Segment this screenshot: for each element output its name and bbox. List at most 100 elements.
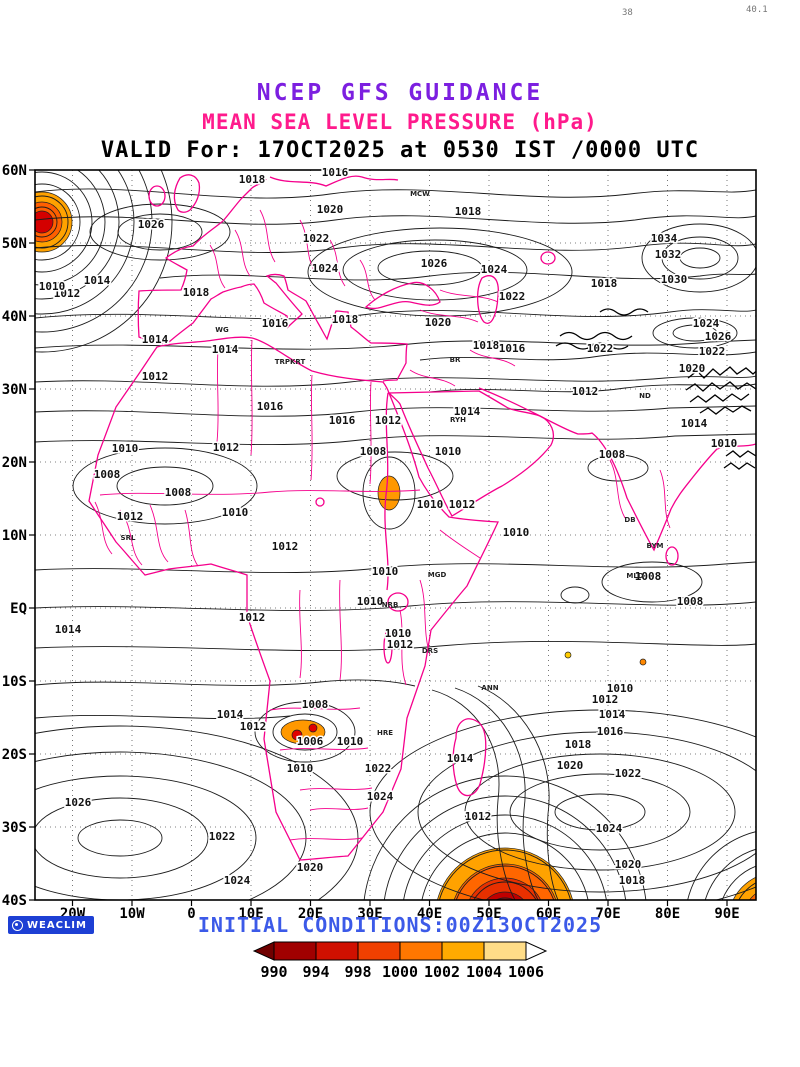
country-borders: [94, 209, 671, 841]
svg-text:1024: 1024: [312, 262, 339, 275]
svg-text:1012: 1012: [239, 611, 266, 624]
svg-text:1012: 1012: [240, 720, 267, 733]
svg-text:1012: 1012: [592, 693, 619, 706]
svg-text:20S: 20S: [2, 747, 27, 763]
product-title: NCEP GFS GUIDANCE: [256, 80, 544, 106]
svg-text:1014: 1014: [681, 417, 708, 430]
svg-text:1014: 1014: [212, 343, 239, 356]
svg-text:NRB: NRB: [382, 601, 399, 609]
svg-text:1012: 1012: [387, 638, 414, 651]
weaclim-logo: WEACLIM: [8, 916, 94, 934]
svg-text:1008: 1008: [599, 448, 626, 461]
svg-text:1016: 1016: [329, 414, 356, 427]
svg-text:10S: 10S: [2, 674, 27, 690]
colorbar-label: 994: [302, 963, 330, 981]
colorbar-labels: 990 994 998 1000 1002 1004 1006: [252, 963, 548, 981]
svg-text:1016: 1016: [262, 317, 289, 330]
svg-text:40E: 40E: [417, 906, 442, 922]
colorbar-label: 1002: [423, 963, 461, 981]
svg-text:30E: 30E: [357, 906, 382, 922]
svg-text:ND: ND: [639, 392, 651, 400]
svg-text:10E: 10E: [238, 906, 263, 922]
svg-text:1022: 1022: [365, 762, 392, 775]
field-title: MEAN SEA LEVEL PRESSURE (hPa): [202, 110, 598, 134]
svg-text:1012: 1012: [142, 370, 169, 383]
svg-text:1014: 1014: [217, 708, 244, 721]
svg-text:BR: BR: [450, 356, 461, 364]
svg-text:1010: 1010: [435, 445, 462, 458]
svg-text:1014: 1014: [454, 405, 481, 418]
plot-artifact-1: 38: [622, 8, 633, 18]
svg-text:1018: 1018: [183, 286, 210, 299]
svg-text:10W: 10W: [119, 906, 145, 922]
svg-text:70E: 70E: [595, 906, 620, 922]
svg-text:60E: 60E: [536, 906, 561, 922]
grid-lines: 20W 10W 0 10E 20E 30E 40E 50E 60E 70E 80E 90E60N50N…: [2, 163, 756, 922]
svg-text:1018: 1018: [239, 173, 266, 186]
svg-text:1022: 1022: [587, 342, 614, 355]
svg-text:60N: 60N: [2, 163, 27, 179]
svg-text:1014: 1014: [142, 333, 169, 346]
svg-text:1024: 1024: [481, 263, 508, 276]
svg-text:1012: 1012: [449, 498, 476, 511]
svg-text:1022: 1022: [699, 345, 726, 358]
svg-text:1010: 1010: [112, 442, 139, 455]
svg-text:1008: 1008: [302, 698, 329, 711]
svg-text:1010: 1010: [287, 762, 314, 775]
svg-text:1012: 1012: [272, 540, 299, 553]
colorbar-label: 998: [344, 963, 372, 981]
svg-text:ANN: ANN: [481, 684, 498, 692]
svg-text:1014: 1014: [84, 274, 111, 287]
isobar-contours: [35, 170, 756, 900]
weaclim-icon: [12, 919, 23, 931]
svg-text:1020: 1020: [317, 203, 344, 216]
svg-text:DB: DB: [624, 516, 635, 524]
svg-text:BYM: BYM: [647, 542, 664, 550]
svg-text:1018: 1018: [591, 277, 618, 290]
svg-text:90E: 90E: [714, 906, 739, 922]
svg-text:1034: 1034: [651, 232, 678, 245]
svg-text:1032: 1032: [655, 248, 682, 261]
colorbar-label: 1000: [381, 963, 419, 981]
svg-text:1014: 1014: [599, 708, 626, 721]
svg-text:MGD: MGD: [428, 571, 447, 579]
svg-text:1024: 1024: [596, 822, 623, 835]
map-frame: [34, 169, 757, 901]
svg-text:20N: 20N: [2, 455, 27, 471]
svg-text:1012: 1012: [375, 414, 402, 427]
svg-text:1010: 1010: [711, 437, 738, 450]
svg-text:MLD: MLD: [626, 572, 643, 580]
svg-text:0: 0: [187, 906, 195, 922]
svg-text:50E: 50E: [476, 906, 501, 922]
weaclim-logo-text: WEACLIM: [27, 919, 87, 931]
svg-text:WG: WG: [215, 326, 229, 334]
svg-text:1008: 1008: [360, 445, 387, 458]
svg-text:1022: 1022: [499, 290, 526, 303]
terrain-contour-cluster: [555, 308, 756, 470]
plot-artifact-2: 40.1: [746, 5, 768, 15]
svg-text:1008: 1008: [165, 486, 192, 499]
svg-text:1012: 1012: [572, 385, 599, 398]
svg-text:DRS: DRS: [422, 647, 438, 655]
svg-text:1018: 1018: [473, 339, 500, 352]
svg-text:1018: 1018: [619, 874, 646, 887]
mslp-contour-map: 20W 10W 0 10E 20E 30E 40E 50E 60E 70E 80E 90E60N50N…: [2, 163, 757, 922]
svg-text:1024: 1024: [693, 317, 720, 330]
svg-text:30N: 30N: [2, 382, 27, 398]
initial-conditions-text: INITIAL CONDITIONS:00Z13OCT2025: [197, 913, 603, 937]
svg-text:1020: 1020: [557, 759, 584, 772]
svg-text:80E: 80E: [655, 906, 680, 922]
svg-text:1010: 1010: [372, 565, 399, 578]
svg-text:1026: 1026: [705, 330, 732, 343]
svg-text:1010: 1010: [503, 526, 530, 539]
colorbar: 990 994 998 1000 1002 1004 1006: [252, 941, 548, 983]
svg-text:1012: 1012: [54, 287, 81, 300]
svg-text:1020: 1020: [425, 316, 452, 329]
svg-text:1012: 1012: [465, 810, 492, 823]
svg-text:1010: 1010: [357, 595, 384, 608]
svg-text:1012: 1012: [117, 510, 144, 523]
svg-text:1024: 1024: [224, 874, 251, 887]
svg-text:TRPKRT: TRPKRT: [275, 358, 306, 366]
svg-text:1006: 1006: [297, 735, 324, 748]
